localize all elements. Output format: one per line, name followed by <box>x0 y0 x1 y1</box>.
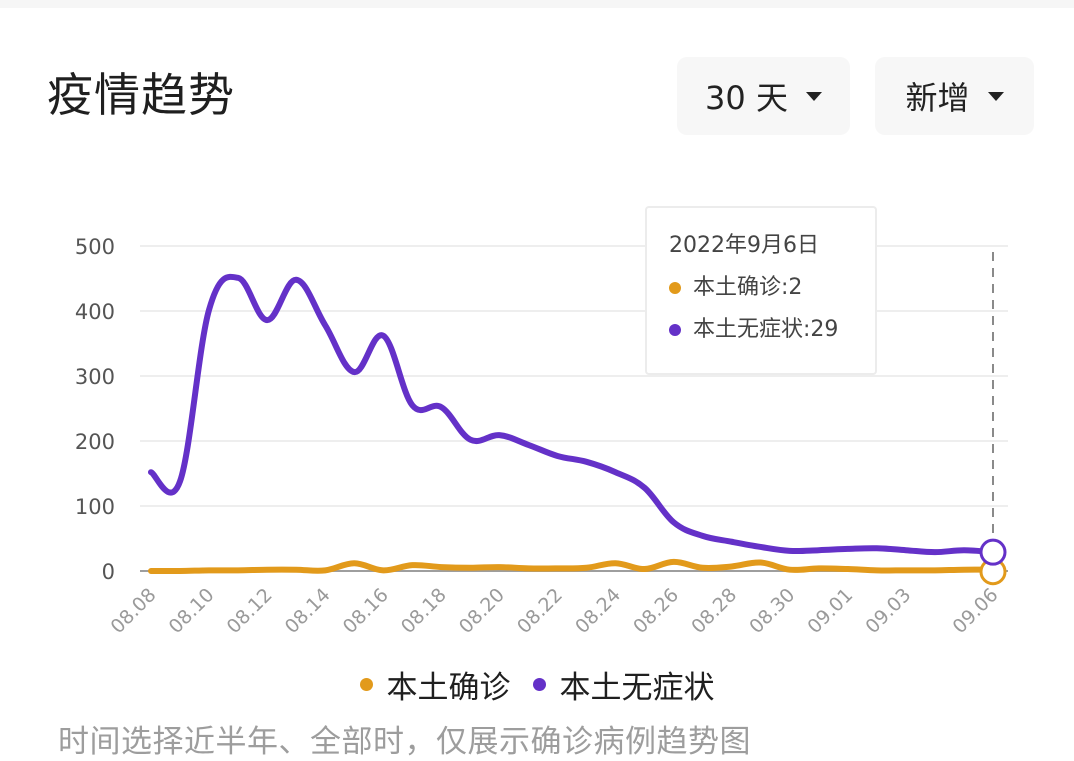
y-tick-label: 0 <box>102 560 115 584</box>
y-tick-label: 300 <box>75 365 115 389</box>
x-tick-label: 09.03 <box>861 584 915 638</box>
asymptomatic-line <box>148 273 996 556</box>
caret-down-icon <box>987 91 1004 101</box>
x-tick-label: 08.16 <box>339 584 393 638</box>
tooltip-date: 2022年9月6日 <box>669 233 819 258</box>
legend-label-asymptomatic: 本土无症状 <box>559 670 715 706</box>
range-dropdown-label: 30 天 <box>705 79 788 117</box>
legend-label-confirmed: 本土确诊 <box>386 670 511 706</box>
y-tick-label: 500 <box>75 235 115 259</box>
orange-dot-icon <box>359 678 373 691</box>
page-title: 疫情趋势 <box>47 68 235 122</box>
chart-note: 时间选择近半年、全部时，仅展示确诊病例趋势图 <box>58 724 751 760</box>
tooltip-asymptomatic-value: 本土无症状:29 <box>693 317 839 342</box>
orange-dot-icon <box>669 282 681 294</box>
purple-dot-icon <box>669 324 681 336</box>
tooltip-row-confirmed: 本土确诊:2 <box>669 274 875 302</box>
x-tick-label: 09.06 <box>949 584 1003 638</box>
tooltip-confirmed-value: 本土确诊:2 <box>693 275 803 300</box>
x-tick-label: 08.12 <box>223 584 277 638</box>
type-dropdown-label: 新增 <box>905 79 970 117</box>
x-tick-label: 08.30 <box>745 584 799 638</box>
x-tick-label: 08.24 <box>571 584 625 638</box>
y-tick-label: 400 <box>75 300 115 324</box>
type-dropdown[interactable]: 新增 <box>875 57 1034 135</box>
legend-item-confirmed[interactable]: 本土确诊 <box>359 662 511 707</box>
chart-legend: 本土确诊 本土无症状 <box>0 662 1074 707</box>
asymptomatic-marker <box>979 538 1007 566</box>
top-strip <box>0 0 1074 8</box>
x-tick-label: 08.14 <box>281 584 335 638</box>
legend-item-asymptomatic[interactable]: 本土无症状 <box>532 662 715 707</box>
confirmed-line <box>148 558 996 575</box>
caret-down-icon <box>805 91 822 101</box>
x-tick-label: 08.10 <box>165 584 219 638</box>
x-tick-label: 08.28 <box>687 584 741 638</box>
purple-dot-icon <box>532 678 546 691</box>
x-tick-label: 08.22 <box>513 584 567 638</box>
x-tick-label: 08.18 <box>397 584 451 638</box>
y-tick-label: 100 <box>75 495 115 519</box>
x-tick-label: 09.01 <box>803 584 857 638</box>
range-dropdown[interactable]: 30 天 <box>677 57 850 135</box>
y-tick-label: 200 <box>75 430 115 454</box>
tooltip-row-asymptomatic: 本土无症状:29 <box>669 316 875 344</box>
chart-tooltip: 2022年9月6日 本土确诊:2 本土无症状:29 <box>645 206 877 375</box>
x-tick-label: 08.08 <box>107 584 161 638</box>
x-tick-label: 08.20 <box>455 584 509 638</box>
x-tick-label: 08.26 <box>629 584 683 638</box>
